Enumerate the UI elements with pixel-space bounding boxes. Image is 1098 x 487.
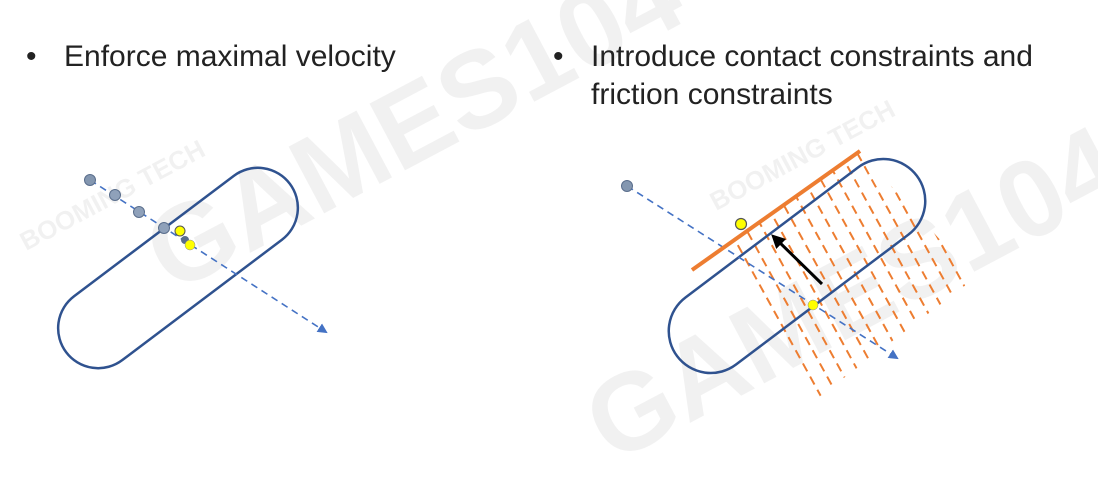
right-start-dot	[622, 181, 633, 192]
constraint-hatch-line	[714, 140, 868, 420]
constraint-hatch-line	[850, 140, 1004, 420]
left-ghost-dot-3	[134, 207, 145, 218]
constraint-hatch-line	[918, 140, 1072, 420]
left-capsule-outline	[42, 152, 314, 384]
left-diagram	[42, 152, 326, 384]
left-ghost-dot-1	[85, 175, 96, 186]
right-diagram	[622, 140, 1098, 420]
left-ghost-dot-2	[110, 190, 121, 201]
constraint-hatch-line	[935, 140, 1089, 420]
left-ghost-dot-4	[159, 223, 170, 234]
constraint-hatch-line	[748, 140, 902, 420]
left-capsule	[42, 152, 314, 384]
constraint-hatch	[680, 140, 1098, 420]
left-contact-dot-1	[175, 226, 185, 236]
right-contact-dot-inside	[808, 300, 818, 310]
constraint-hatch-line	[901, 140, 1055, 420]
constraint-hatch-line	[680, 140, 834, 420]
constraint-hatch-line	[833, 140, 987, 420]
constraint-hatch-line	[782, 140, 936, 420]
constraint-hatch-line	[799, 140, 953, 420]
constraint-hatch-line	[969, 140, 1098, 420]
constraint-hatch-line	[884, 140, 1038, 420]
right-contact-dot-top	[736, 219, 747, 230]
constraint-hatch-line	[952, 140, 1098, 420]
constraint-hatch-line	[765, 140, 919, 420]
diagram-canvas	[0, 0, 1098, 452]
constraint-hatch-line	[867, 140, 1021, 420]
constraint-hatch-line	[731, 140, 885, 420]
left-contact-dot-2	[185, 240, 195, 250]
